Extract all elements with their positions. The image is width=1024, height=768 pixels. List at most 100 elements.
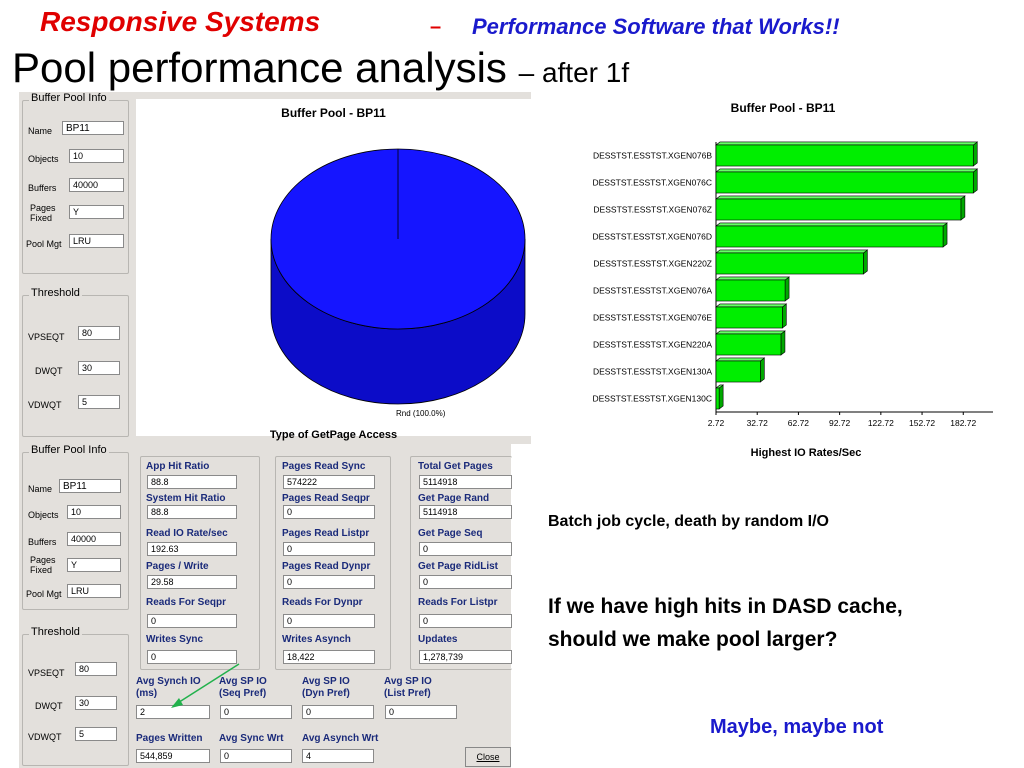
bar-side [863,249,868,275]
bar-category-label: DESSTST.ESSTST.XGEN076Z [593,205,712,215]
bar-side [960,195,966,221]
buffers-field[interactable]: 40000 [69,178,124,192]
pages-fixed-field[interactable]: Y [67,558,121,572]
name-field[interactable]: BP11 [62,121,124,135]
reads-for-listpr-field[interactable]: 0 [419,614,512,628]
updates-field[interactable]: 1,278,739 [419,650,512,664]
pool-mgt-field[interactable]: LRU [67,584,121,598]
brand-title: Responsive Systems [40,6,321,37]
bar-category-label: DESSTST.ESSTST.XGEN076E [593,313,712,323]
bar [715,387,720,410]
bar [715,198,962,221]
bar-side [972,168,978,194]
top-info-group: Buffer Pool Info Name BP11 Objects 10 Bu… [22,92,129,274]
top-threshold-group: Threshold VPSEQT 80 DWQT 30 VDWQT 5 [22,287,129,437]
get-page-rand-label: Get Page Rand [418,493,490,504]
pie-chart [270,148,526,405]
avg-synch-io-label-1: Avg Synch IO [136,676,201,687]
dwqt-field[interactable]: 30 [78,361,120,375]
pages-read-sync-field[interactable]: 574222 [283,475,375,489]
pages-fixed-field[interactable]: Y [69,205,124,219]
bar-category-label: DESSTST.ESSTST.XGEN220A [593,340,712,350]
total-get-pages-field[interactable]: 5114918 [419,475,512,489]
avg-sp-io-seq-field[interactable]: 0 [220,705,292,719]
pages-read-listpr-field[interactable]: 0 [283,542,375,556]
vdwqt-field[interactable]: 5 [78,395,120,409]
bar [715,171,974,194]
x-tick-label: 92.72 [829,418,851,428]
objects-field[interactable]: 10 [69,149,124,163]
dwqt-label: DWQT [35,701,63,711]
pages-read-dynpr-field[interactable]: 0 [283,575,375,589]
close-button[interactable]: Close [465,747,511,767]
bar [715,360,761,383]
name-field[interactable]: BP11 [59,479,121,493]
avg-sp-io-list-label-1: Avg SP IO [384,676,432,687]
reads-for-dynpr-field[interactable]: 0 [283,614,375,628]
get-page-rand-field[interactable]: 5114918 [419,505,512,519]
x-tick-label: 62.72 [788,418,810,428]
avg-sp-io-dyn-field[interactable]: 0 [302,705,374,719]
reads-for-listpr-label: Reads For Listpr [418,597,498,608]
name-label: Name [28,126,53,136]
bar-top [715,303,788,308]
pool-mgt-field[interactable]: LRU [69,234,124,248]
avg-sync-wrt-field[interactable]: 0 [220,749,292,763]
bar-category-label: DESSTST.ESSTST.XGEN130A [593,367,712,377]
vdwqt-field[interactable]: 5 [75,727,117,741]
avg-asynch-wrt-label: Avg Asynch Wrt [302,733,379,744]
bar [715,225,944,248]
buffers-field[interactable]: 40000 [67,532,121,546]
buffers-label: Buffers [28,537,57,547]
avg-sp-io-list-field[interactable]: 0 [385,705,457,719]
bottom-info-group-title: Buffer Pool Info [29,444,109,456]
pages-write-field[interactable]: 29.58 [147,575,237,589]
pages-read-listpr-label: Pages Read Listpr [282,528,370,539]
read-io-rate-field[interactable]: 192.63 [147,542,237,556]
bar-category-label: DESSTST.ESSTST.XGEN220Z [593,259,712,269]
bar-top [715,195,966,200]
pool-mgt-label: Pool Mgt [26,239,62,249]
bar-side [780,330,786,356]
bar-side [942,222,948,248]
vpseqt-field[interactable]: 80 [78,326,120,340]
app-hit-ratio-label: App Hit Ratio [146,461,210,472]
dwqt-field[interactable]: 30 [75,696,117,710]
vdwqt-label: VDWQT [28,400,62,410]
avg-sync-wrt-label: Avg Sync Wrt [219,733,284,744]
pages-read-seqpr-field[interactable]: 0 [283,505,375,519]
get-page-ridlist-label: Get Page RidList [418,561,499,572]
get-page-seq-field[interactable]: 0 [419,542,512,556]
bar-side [760,357,765,383]
avg-asynch-wrt-field[interactable]: 4 [302,749,374,763]
writes-asynch-label: Writes Asynch [282,634,351,645]
bar-chart-xlabel: Highest IO Rates/Sec [751,447,862,459]
reads-for-seqpr-field[interactable]: 0 [147,614,237,628]
pages-read-dynpr-label: Pages Read Dynpr [282,561,371,572]
get-page-ridlist-field[interactable]: 0 [419,575,512,589]
writes-sync-field[interactable]: 0 [147,650,237,664]
note-question: If we have high hits in DASD cache, shou… [548,595,903,651]
bar-side [718,384,724,410]
system-hit-ratio-field[interactable]: 88.8 [147,505,237,519]
objects-field[interactable]: 10 [67,505,121,519]
pages-written-field[interactable]: 544,859 [136,749,210,763]
pages-read-group: Pages Read Sync 574222 Pages Read Seqpr … [275,456,391,670]
bar-top [715,249,869,254]
bottom-window: Buffer Pool Info Name BP11 Objects 10 Bu… [19,444,512,768]
bottom-info-group: Buffer Pool Info Name BP11 Objects 10 Bu… [22,444,129,610]
pie-slice-label: Rnd (100.0%) [396,409,446,418]
vpseqt-label: VPSEQT [28,332,65,342]
bar-chart-panel: Buffer Pool - BP11 DESSTST.ESSTST.XGEN076… [571,92,996,468]
writes-asynch-field[interactable]: 18,422 [283,650,375,664]
app-hit-ratio-field[interactable]: 88.8 [147,475,237,489]
bar-side [782,303,787,329]
updates-label: Updates [418,634,458,645]
reads-for-seqpr-label: Reads For Seqpr [146,597,227,608]
objects-label: Objects [28,510,59,520]
bar-category-label: DESSTST.ESSTST.XGEN076B [593,151,712,161]
hit-ratio-group: App Hit Ratio 88.8 System Hit Ratio 88.8… [140,456,260,670]
vpseqt-field[interactable]: 80 [75,662,117,676]
vdwqt-label: VDWQT [28,732,62,742]
bar-top [715,357,766,362]
